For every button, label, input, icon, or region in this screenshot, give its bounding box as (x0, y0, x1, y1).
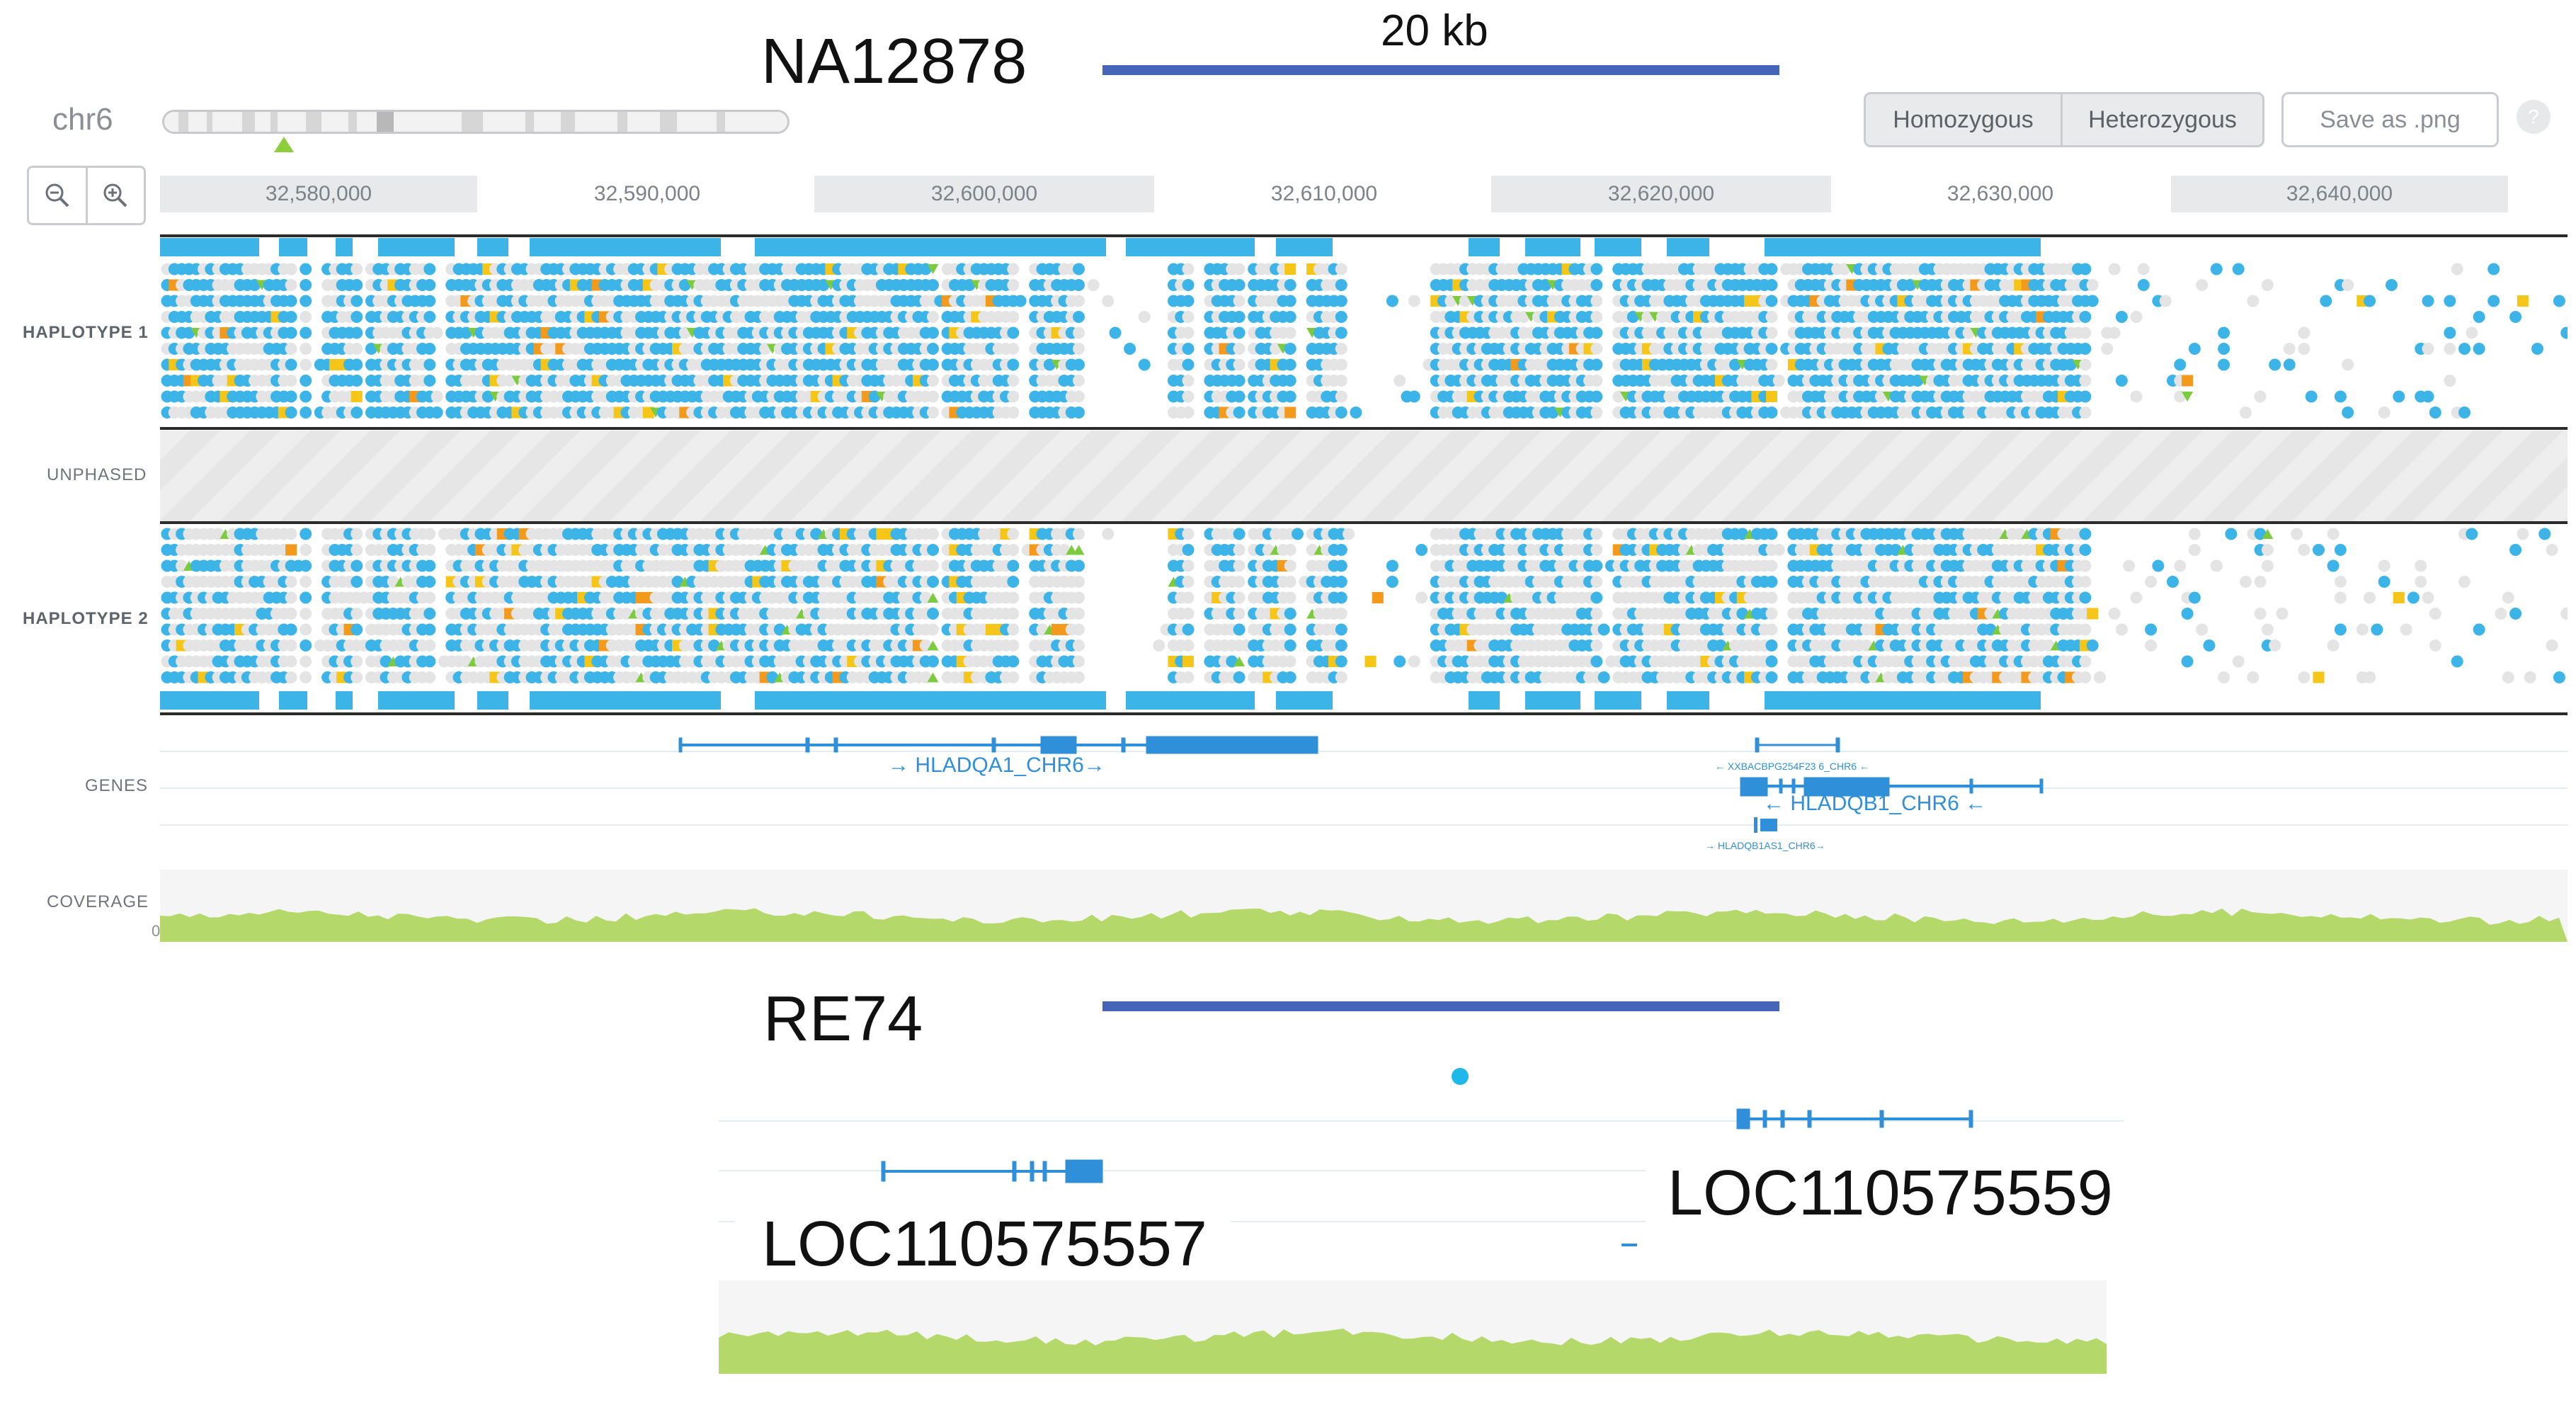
coverage-histogram-top (160, 908, 2568, 942)
zoom-out-button[interactable] (29, 168, 86, 223)
gene-label-xxbac: ← XXBACBPG254F23 6_CHR6 ← (1715, 761, 1869, 772)
homozygous-button[interactable]: Homozygous (1864, 92, 2063, 147)
track-label-coverage: COVERAGE (47, 892, 149, 911)
tick-32620000: 32,620,000 (1491, 176, 1831, 212)
zoom-controls (27, 166, 146, 225)
re74-gridline-3 (719, 1221, 2124, 1222)
gene-label-loc110575559: LOC110575559 (1668, 1158, 2113, 1229)
ideogram-bands (164, 112, 787, 132)
zoom-in-button[interactable] (85, 168, 144, 223)
genes-gridline-3 (160, 824, 2568, 826)
re74-gridline-2 (719, 1170, 2124, 1171)
sample-label-na12878: NA12878 (761, 26, 1027, 97)
gene-hladqa1[interactable] (678, 736, 1318, 754)
gene-loc110575559[interactable] (1736, 1108, 1973, 1130)
chromosome-label: chr6 (52, 102, 113, 137)
gene-label-hladqb1as1: → HLADQB1AS1_CHR6→ (1705, 840, 1825, 851)
coverage-axis-zero: 0 (152, 922, 161, 940)
help-icon[interactable]: ? (2517, 100, 2551, 134)
gene-hladqb1as1[interactable] (1754, 817, 1777, 833)
re74-genes-track (881, 1108, 1973, 1246)
haplotype-1-top-border (160, 234, 2568, 237)
re74-gridline-1 (719, 1120, 2124, 1122)
heterozygous-button[interactable]: Heterozygous (2061, 92, 2264, 147)
haplotype-2-variant-grid[interactable] (160, 524, 2568, 714)
tick-32640000: 32,640,000 (2171, 176, 2508, 212)
scale-bar-top (1102, 65, 1779, 75)
haplotype-1-variant-grid[interactable] (160, 238, 2568, 428)
save-as-png-button[interactable]: Save as .png (2281, 92, 2499, 147)
chromosome-ideogram[interactable] (162, 110, 790, 134)
sample-label-re74: RE74 (763, 984, 923, 1054)
gene-xxbac[interactable] (1755, 737, 1840, 753)
tick-32630000: 32,630,000 (1947, 182, 2054, 205)
gene-label-loc110575557: LOC110575557 (762, 1209, 1207, 1280)
zoom-in-icon (103, 183, 127, 207)
position-dot-icon (1452, 1068, 1469, 1085)
gene-label-loc110575559-box (1646, 1156, 2141, 1238)
tick-32610000: 32,610,000 (1270, 182, 1378, 205)
unphased-top-border (160, 427, 2568, 430)
unphased-track (160, 431, 2568, 521)
gene-loc110575557[interactable] (881, 1159, 1103, 1183)
tick-32590000: 32,590,000 (593, 182, 701, 205)
tick-32580000: 32,580,000 (160, 176, 477, 212)
ideogram-position-marker-icon (274, 137, 294, 152)
gene-label-hladqb1: ← HLADQB1_CHR6 ← (1763, 792, 1987, 815)
zoom-out-icon (45, 183, 69, 207)
gene-small-antisense (1622, 1244, 1637, 1246)
track-label-genes: GENES (85, 776, 149, 795)
genes-gridline-2 (160, 787, 2568, 789)
haplotype-2-bottom-border (160, 712, 2568, 715)
tick-32600000: 32,600,000 (814, 176, 1154, 212)
gene-hladqb1[interactable] (1740, 777, 2044, 797)
track-label-haplotype-1: HAPLOTYPE 1 (23, 323, 149, 342)
genes-track (678, 736, 2044, 833)
scale-bar-bottom (1102, 1001, 1779, 1011)
genes-gridline-1 (160, 751, 2568, 752)
gene-label-hladqa1: → HLADQA1_CHR6→ (888, 753, 1105, 777)
track-label-haplotype-2: HAPLOTYPE 2 (23, 609, 149, 628)
coverage-histogram-bottom (719, 1329, 2107, 1374)
track-label-unphased: UNPHASED (47, 465, 147, 484)
unphased-bottom-border (160, 521, 2568, 524)
scale-label: 20 kb (1381, 6, 1488, 55)
